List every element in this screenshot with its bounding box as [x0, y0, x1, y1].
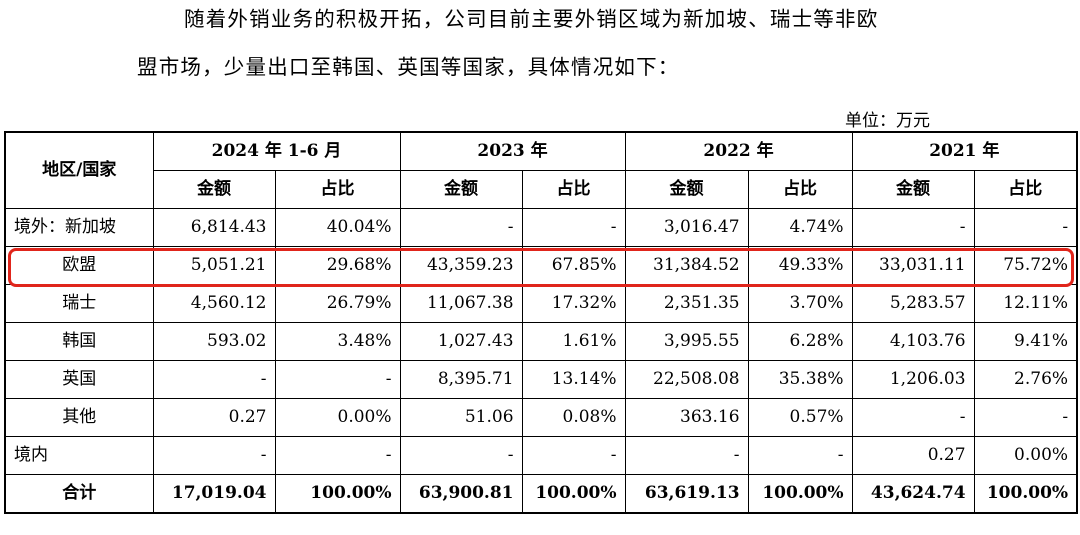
region-header: 地区/国家: [4, 131, 154, 209]
ratio-cell: 3.70%: [747, 284, 853, 323]
amount-cell: 4,560.12: [152, 284, 276, 323]
total-amount-cell: 63,619.13: [624, 474, 749, 514]
period-header: 2024 年 1-6 月: [152, 131, 401, 171]
region-label: 欧盟: [4, 246, 154, 285]
amount-cell: 593.02: [152, 322, 276, 361]
intro-line-2: 盟市场，少量出口至韩国、英国等国家，具体情况如下：: [137, 55, 680, 79]
period-header: 2021 年: [851, 131, 1078, 171]
ratio-cell: 0.00%: [274, 398, 401, 437]
ratio-cell: 40.04%: [274, 208, 401, 247]
region-label: 瑞士: [4, 284, 154, 323]
amount-cell: 363.16: [624, 398, 749, 437]
ratio-cell: 3.48%: [274, 322, 401, 361]
unit-label: 单位：万元: [845, 111, 930, 131]
ratio-cell: -: [521, 208, 626, 247]
ratio-cell: 26.79%: [274, 284, 401, 323]
total-ratio-cell: 100.00%: [747, 474, 853, 514]
table-row: 境外：新加坡 6,814.43 40.04% - -3,016.47 4.74% - -: [4, 208, 1078, 247]
ratio-cell: 75.72%: [973, 246, 1078, 285]
amount-cell: 33,031.11: [851, 246, 975, 285]
total-ratio-cell: 100.00%: [521, 474, 626, 514]
amount-cell: 3,016.47: [624, 208, 749, 247]
amount-cell: 51.06: [399, 398, 523, 437]
region-label: 韩国: [4, 322, 154, 361]
amount-cell: 0.27: [152, 398, 276, 437]
amount-cell: 1,206.03: [851, 360, 975, 399]
ratio-cell: -: [973, 398, 1078, 437]
ratio-cell: 0.00%: [973, 436, 1078, 475]
amount-cell: 43,359.23: [399, 246, 523, 285]
table-row: 欧盟 5,051.21 29.68% 43,359.23 67.85% 31,384.52…: [4, 246, 1078, 285]
ratio-cell: 35.38%: [747, 360, 853, 399]
amount-cell: -: [152, 436, 276, 475]
amount-cell: 11,067.38: [399, 284, 523, 323]
ratio-header: 占比: [521, 170, 626, 209]
ratio-header: 占比: [274, 170, 401, 209]
table-row: 英国 - -8,395.71 13.14% 22,508.08 35.38% 1,206.0…: [4, 360, 1078, 399]
ratio-cell: 29.68%: [274, 246, 401, 285]
amount-cell: 1,027.43: [399, 322, 523, 361]
ratio-cell: -: [747, 436, 853, 475]
ratio-cell: 17.32%: [521, 284, 626, 323]
amount-cell: -: [851, 208, 975, 247]
amount-header: 金额: [624, 170, 749, 209]
table-row: 韩国 593.02 3.48% 1,027.43 1.61% 3,995.55 6.28% 4…: [4, 322, 1078, 361]
total-amount-cell: 17,019.04: [152, 474, 276, 514]
amount-cell: 8,395.71: [399, 360, 523, 399]
ratio-cell: 0.57%: [747, 398, 853, 437]
amount-cell: 2,351.35: [624, 284, 749, 323]
header-row-periods: 地区/国家 2024 年 1-6 月 2023 年 2022 年 2021 年: [4, 131, 1078, 209]
table-row: 瑞士 4,560.12 26.79% 11,067.38 17.32% 2,351.35 3…: [4, 284, 1078, 323]
total-amount-cell: 63,900.81: [399, 474, 523, 514]
total-row: 合计 17,019.04 100.00% 63,900.81 100.00% 63,619…: [4, 474, 1078, 514]
total-amount-cell: 43,624.74: [851, 474, 975, 514]
table-row: 其他 0.27 0.00% 51.06 0.08% 363.16 0.57% - -: [4, 398, 1078, 437]
amount-cell: 22,508.08: [624, 360, 749, 399]
total-ratio-cell: 100.00%: [973, 474, 1078, 514]
amount-header: 金额: [851, 170, 975, 209]
ratio-cell: 2.76%: [973, 360, 1078, 399]
total-ratio-cell: 100.00%: [274, 474, 401, 514]
ratio-cell: 49.33%: [747, 246, 853, 285]
ratio-cell: 9.41%: [973, 322, 1078, 361]
ratio-cell: 0.08%: [521, 398, 626, 437]
region-label: 其他: [4, 398, 154, 437]
amount-cell: 5,283.57: [851, 284, 975, 323]
amount-cell: -: [399, 436, 523, 475]
amount-header: 金额: [152, 170, 276, 209]
amount-cell: 6,814.43: [152, 208, 276, 247]
ratio-header: 占比: [747, 170, 853, 209]
ratio-cell: -: [973, 208, 1078, 247]
amount-header: 金额: [399, 170, 523, 209]
region-label: 境内: [4, 436, 154, 475]
ratio-cell: 12.11%: [973, 284, 1078, 323]
header-row-metrics: 金额 占比 金额 占比 金额 占比 金额 占比: [5, 170, 1078, 209]
amount-cell: 5,051.21: [152, 246, 276, 285]
ratio-cell: -: [274, 360, 401, 399]
ratio-cell: 6.28%: [747, 322, 853, 361]
amount-cell: -: [399, 208, 523, 247]
amount-cell: -: [624, 436, 749, 475]
amount-cell: 3,995.55: [624, 322, 749, 361]
region-label: 英国: [4, 360, 154, 399]
ratio-header: 占比: [973, 170, 1078, 209]
ratio-cell: 4.74%: [747, 208, 853, 247]
amount-cell: -: [152, 360, 276, 399]
intro-line-1: 随着外销业务的积极开拓，公司目前主要外销区域为新加坡、瑞士等非欧: [184, 7, 879, 31]
amount-cell: 0.27: [851, 436, 975, 475]
ratio-cell: 1.61%: [521, 322, 626, 361]
ratio-cell: 67.85%: [521, 246, 626, 285]
amount-cell: 4,103.76: [851, 322, 975, 361]
total-label: 合计: [4, 474, 154, 514]
amount-cell: 31,384.52: [624, 246, 749, 285]
ratio-cell: -: [274, 436, 401, 475]
table-row: 境内 - - - - - -0.27 0.00%: [4, 436, 1078, 475]
amount-cell: -: [851, 398, 975, 437]
ratio-cell: 13.14%: [521, 360, 626, 399]
ratio-cell: -: [521, 436, 626, 475]
period-header: 2022 年: [624, 131, 853, 171]
period-header: 2023 年: [399, 131, 626, 171]
region-label: 境外：新加坡: [4, 208, 154, 247]
export-region-table: 地区/国家 2024 年 1-6 月 2023 年 2022 年 2021 年 …: [4, 131, 1079, 514]
